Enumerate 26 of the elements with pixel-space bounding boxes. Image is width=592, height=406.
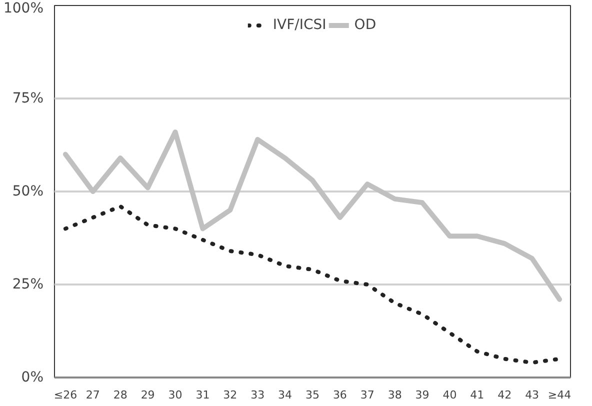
x-tick-label: ≥44	[548, 388, 572, 402]
x-tick-label: ≤26	[54, 388, 78, 402]
x-tick-label: 41	[470, 388, 484, 402]
x-tick-label: 36	[332, 388, 347, 402]
legend-label: IVF/ICSI	[272, 17, 326, 33]
y-tick-label: 50%	[12, 184, 44, 200]
x-tick-label: 37	[360, 388, 374, 402]
x-tick-label: 40	[442, 388, 457, 402]
x-tick-label: 28	[113, 388, 128, 402]
legend-label: OD	[354, 17, 376, 33]
x-tick-label: 39	[415, 388, 430, 402]
x-tick-label: 31	[196, 388, 210, 402]
y-tick-label: 0%	[21, 370, 44, 386]
y-tick-label: 100%	[3, 0, 44, 16]
y-tick-label: 25%	[12, 276, 44, 292]
y-tick-label: 75%	[12, 90, 44, 106]
x-tick-label: 32	[223, 388, 238, 402]
x-tick-label: 43	[525, 388, 540, 402]
x-tick-label: 35	[306, 388, 320, 402]
x-tick-label: 30	[168, 388, 182, 402]
x-tick-label: 27	[86, 388, 100, 402]
x-tick-label: 33	[250, 388, 265, 402]
x-tick-label: 34	[278, 388, 292, 402]
x-tick-label: 38	[388, 388, 402, 402]
x-tick-label: 29	[140, 388, 155, 402]
x-tick-label: 42	[498, 388, 512, 402]
